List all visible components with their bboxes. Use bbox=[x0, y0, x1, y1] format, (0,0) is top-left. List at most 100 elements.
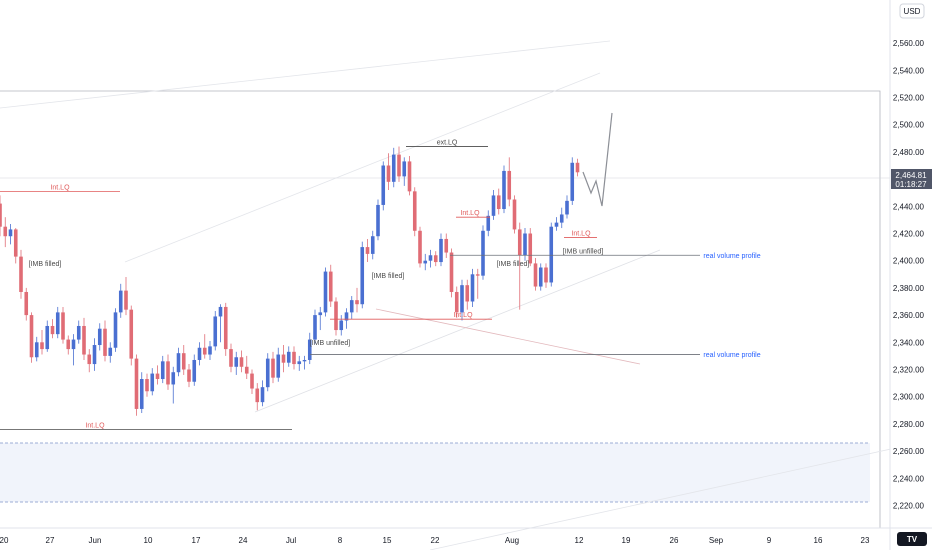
annotation-label: Int.LQ bbox=[571, 231, 591, 238]
candle-body bbox=[575, 162, 580, 173]
candle-body bbox=[134, 358, 139, 409]
candle-body bbox=[97, 328, 102, 346]
candle-body bbox=[318, 312, 323, 316]
candle-body bbox=[202, 347, 207, 355]
candle-body bbox=[565, 200, 569, 215]
candle-body bbox=[418, 230, 422, 264]
candle-body bbox=[512, 199, 517, 230]
candle-body bbox=[554, 222, 559, 227]
candle-body bbox=[76, 325, 81, 340]
candle-body bbox=[276, 354, 281, 378]
candle-body bbox=[223, 306, 228, 350]
candle-body bbox=[239, 357, 244, 367]
x-tick-label: 27 bbox=[46, 536, 55, 545]
candle-body bbox=[481, 230, 485, 276]
candle-body bbox=[286, 351, 291, 363]
price-axis-background bbox=[890, 0, 932, 550]
candle-body bbox=[549, 226, 554, 283]
candle-body bbox=[234, 357, 239, 367]
chart-logo[interactable]: TV bbox=[897, 532, 927, 546]
candle-body bbox=[281, 354, 286, 363]
x-tick-label: 22 bbox=[431, 536, 440, 545]
candle-body bbox=[265, 358, 270, 388]
candle-body bbox=[271, 358, 275, 378]
candle-body bbox=[192, 359, 197, 382]
last-price-tag-background bbox=[891, 169, 932, 189]
range-box bbox=[0, 443, 870, 502]
x-tick-label: 17 bbox=[192, 536, 201, 545]
annotation-label: [IMB filled] bbox=[29, 261, 62, 268]
candle-body bbox=[507, 170, 512, 200]
currency-button[interactable]: USD bbox=[899, 3, 925, 19]
candle-body bbox=[24, 291, 29, 316]
candle-body bbox=[491, 195, 496, 216]
candle-body bbox=[439, 238, 443, 263]
candle-body bbox=[82, 325, 86, 355]
candle-body bbox=[349, 300, 354, 313]
candle-body bbox=[118, 290, 123, 313]
candle-body bbox=[71, 339, 76, 350]
y-tick-label: 2,340.00 bbox=[893, 338, 925, 347]
candle-body bbox=[218, 306, 223, 317]
y-tick-label: 2,380.00 bbox=[893, 284, 925, 293]
x-tick-label: Jun bbox=[89, 536, 102, 545]
candle-body bbox=[313, 315, 317, 340]
candle-body bbox=[533, 263, 538, 287]
candle-body bbox=[444, 238, 449, 253]
candle-body bbox=[13, 229, 18, 257]
candle-body bbox=[475, 274, 480, 276]
currency-button-frame bbox=[899, 3, 925, 19]
logo-mark-icon: TV bbox=[907, 535, 918, 544]
x-tick-label: Aug bbox=[505, 536, 519, 545]
candle-body bbox=[3, 226, 8, 237]
candle-body bbox=[8, 229, 13, 237]
candle-body bbox=[45, 325, 50, 350]
annotation-label: Int.LQ bbox=[85, 422, 105, 429]
middle-channel-line bbox=[124, 72, 601, 263]
last-price-value: 2,464.81 bbox=[895, 171, 927, 180]
candles-layer bbox=[0, 146, 580, 416]
candle-body bbox=[181, 353, 186, 370]
candle-body bbox=[61, 312, 65, 340]
x-tick-label: 9 bbox=[767, 536, 772, 545]
candle-body bbox=[34, 342, 39, 358]
candle-body bbox=[517, 229, 522, 256]
candle-body bbox=[528, 233, 533, 264]
chart-background bbox=[0, 0, 890, 528]
y-tick-label: 2,440.00 bbox=[893, 202, 925, 211]
annotation-label: Int.LQ bbox=[460, 210, 480, 217]
upper-channel-line bbox=[0, 40, 611, 109]
price-axis[interactable]: 2,220.00 2,240.00 2,260.00 2,280.00 2,300.00… bbox=[889, 0, 932, 550]
candle-body bbox=[323, 271, 328, 313]
candle-body bbox=[260, 387, 265, 403]
annotation-label: Int.LQ bbox=[50, 184, 70, 191]
candle-body bbox=[19, 256, 23, 292]
y-tick-label: 2,360.00 bbox=[893, 311, 925, 320]
x-tick-label: 19 bbox=[622, 536, 631, 545]
candle-body bbox=[470, 274, 475, 302]
candle-body bbox=[0, 203, 2, 227]
y-tick-label: 2,260.00 bbox=[893, 447, 925, 456]
candle-body bbox=[108, 347, 113, 356]
candle-body bbox=[255, 388, 260, 403]
annotation-label: ext.LQ bbox=[437, 139, 458, 146]
candle-body bbox=[87, 354, 92, 365]
y-tick-label: 2,480.00 bbox=[893, 148, 925, 157]
candle-body bbox=[92, 345, 97, 365]
candle-body bbox=[160, 361, 165, 380]
candle-body bbox=[208, 346, 212, 355]
y-tick-label: 2,300.00 bbox=[893, 393, 925, 402]
drawings-layer bbox=[0, 40, 932, 550]
y-tick-label: 2,560.00 bbox=[893, 39, 925, 48]
candle-body bbox=[229, 349, 233, 367]
candle-body bbox=[302, 359, 307, 362]
candle-body bbox=[381, 165, 386, 205]
bottom-channel-line bbox=[429, 439, 932, 550]
time-axis[interactable]: 20 27 Jun 10 17 24 Jul 8 15 22 Aug 12 19 26 Sep 9 16 23 bbox=[0, 527, 932, 545]
candle-body bbox=[449, 252, 454, 292]
candle-body bbox=[145, 379, 149, 392]
candle-body bbox=[355, 300, 359, 305]
x-tick-label: 8 bbox=[338, 536, 343, 545]
annotation-label: Int.LQ bbox=[453, 312, 473, 319]
